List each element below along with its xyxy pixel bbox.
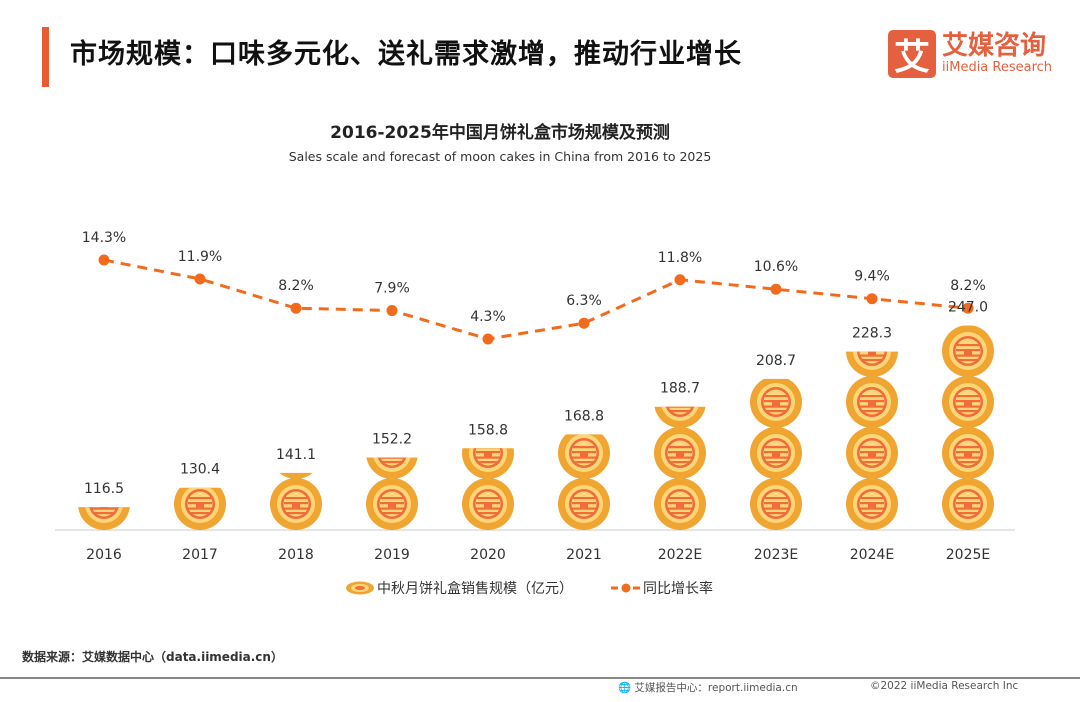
footer-divider [0, 677, 1080, 679]
bar-value-label: 152.2 [372, 431, 412, 447]
growth-rate-point [290, 302, 302, 314]
title-accent-bar [42, 27, 49, 87]
x-tick-label: 2020 [470, 547, 506, 563]
coin-mark [750, 378, 802, 428]
chart-title: 2016-2025年中国月饼礼盒市场规模及预测 [330, 123, 670, 143]
bar-value-label: 208.7 [756, 353, 796, 369]
coin-mark [942, 427, 994, 479]
coin-mark [750, 478, 802, 530]
x-tick-label: 2016 [86, 547, 122, 563]
growth-rate-label: 9.4% [854, 269, 890, 285]
coin-mark [654, 478, 706, 530]
coin-mark [558, 478, 610, 530]
legend: 中秋月饼礼盒销售规模（亿元） 同比增长率 [345, 578, 749, 598]
legend-label-growth: 同比增长率 [643, 581, 713, 597]
page-title: 市场规模：口味多元化、送礼需求激增，推动行业增长 [70, 39, 742, 70]
coin-mark [942, 376, 994, 428]
coin-mark [558, 434, 610, 479]
growth-rate-point [866, 293, 878, 305]
data-source: 数据来源：艾媒数据中心（data.iimedia.cn） [22, 650, 283, 664]
growth-rate-label: 7.9% [374, 281, 410, 297]
coin-mark [654, 427, 706, 479]
bar-value-label: 168.8 [564, 408, 604, 424]
bar-2024E [846, 351, 898, 530]
bar-2022E [654, 406, 706, 530]
bar-2018 [270, 472, 322, 530]
bar-value-label: 158.8 [468, 422, 508, 438]
x-tick-label: 2022E [658, 547, 702, 563]
bar-value-label: 116.5 [84, 481, 124, 497]
growth-rate-line [103, 258, 969, 341]
growth-rate-point [482, 333, 494, 345]
x-tick-label: 2023E [754, 547, 798, 563]
growth-rate-label: 10.6% [754, 259, 798, 275]
coin-mark [750, 427, 802, 479]
bar-value-label: 247.0 [948, 300, 988, 316]
growth-rate-point [962, 302, 974, 314]
coin-mark [174, 487, 226, 530]
coin-icon [346, 581, 374, 595]
logo: 艾 艾媒咨询 iiMedia Research [888, 30, 1052, 78]
footer-copyright: ©2022 iiMedia Research Inc [870, 680, 1019, 692]
x-tick-label: 2025E [946, 547, 990, 563]
legend-item-sales: 中秋月饼礼盒销售规模（亿元） [345, 578, 573, 598]
growth-rate-label: 6.3% [566, 293, 602, 309]
coin-mark [942, 325, 994, 377]
coin-mark [846, 478, 898, 530]
growth-rate-point [770, 283, 782, 295]
coin-mark [462, 478, 514, 530]
logo-mark: 艾 [888, 30, 936, 78]
coin-mark [366, 478, 418, 530]
coin-mark [270, 478, 322, 530]
growth-rate-point [194, 273, 206, 285]
logo-cn: 艾媒咨询 [942, 31, 1047, 61]
growth-rate-label: 8.2% [950, 278, 986, 294]
bar-value-label: 188.7 [660, 381, 700, 397]
globe-icon: 🌐 [618, 682, 632, 694]
growth-rate-label: 14.3% [82, 230, 126, 246]
logo-en: iiMedia Research [942, 60, 1053, 75]
bar-2020 [462, 448, 514, 530]
footer-site[interactable]: 🌐 艾媒报告中心：report.iimedia.cn [618, 680, 798, 695]
bar-2021 [558, 434, 610, 530]
bar-2023E [750, 378, 802, 530]
bar-value-label: 130.4 [180, 462, 220, 478]
growth-rate-point [98, 254, 110, 266]
bar-value-label: 141.1 [276, 447, 316, 463]
legend-item-growth: 同比增长率 [609, 578, 713, 598]
footer-site-text: 艾媒报告中心：report.iimedia.cn [634, 682, 798, 694]
chart-subtitle: Sales scale and forecast of moon cakes i… [288, 149, 712, 164]
legend-label-sales: 中秋月饼礼盒销售规模（亿元） [377, 581, 573, 597]
x-tick-label: 2017 [182, 547, 218, 563]
growth-rate-label: 11.9% [178, 249, 222, 265]
x-tick-label: 2021 [566, 547, 602, 563]
growth-rate-label: 8.2% [278, 278, 314, 294]
coin-mark [846, 427, 898, 479]
coin-mark [846, 376, 898, 428]
bar-2017 [174, 487, 226, 530]
growth-rate-point [578, 317, 590, 329]
growth-rate-point [674, 274, 686, 286]
growth-rate-label: 4.3% [470, 309, 506, 325]
x-tick-label: 2018 [278, 547, 314, 563]
bar-value-label: 228.3 [852, 326, 892, 342]
x-tick-label: 2024E [850, 547, 894, 563]
growth-rate-label: 11.8% [658, 250, 702, 266]
dashed-line-marker-icon [611, 583, 641, 593]
growth-rate-point [386, 305, 398, 317]
x-tick-label: 2019 [374, 547, 410, 563]
coin-mark [942, 478, 994, 530]
